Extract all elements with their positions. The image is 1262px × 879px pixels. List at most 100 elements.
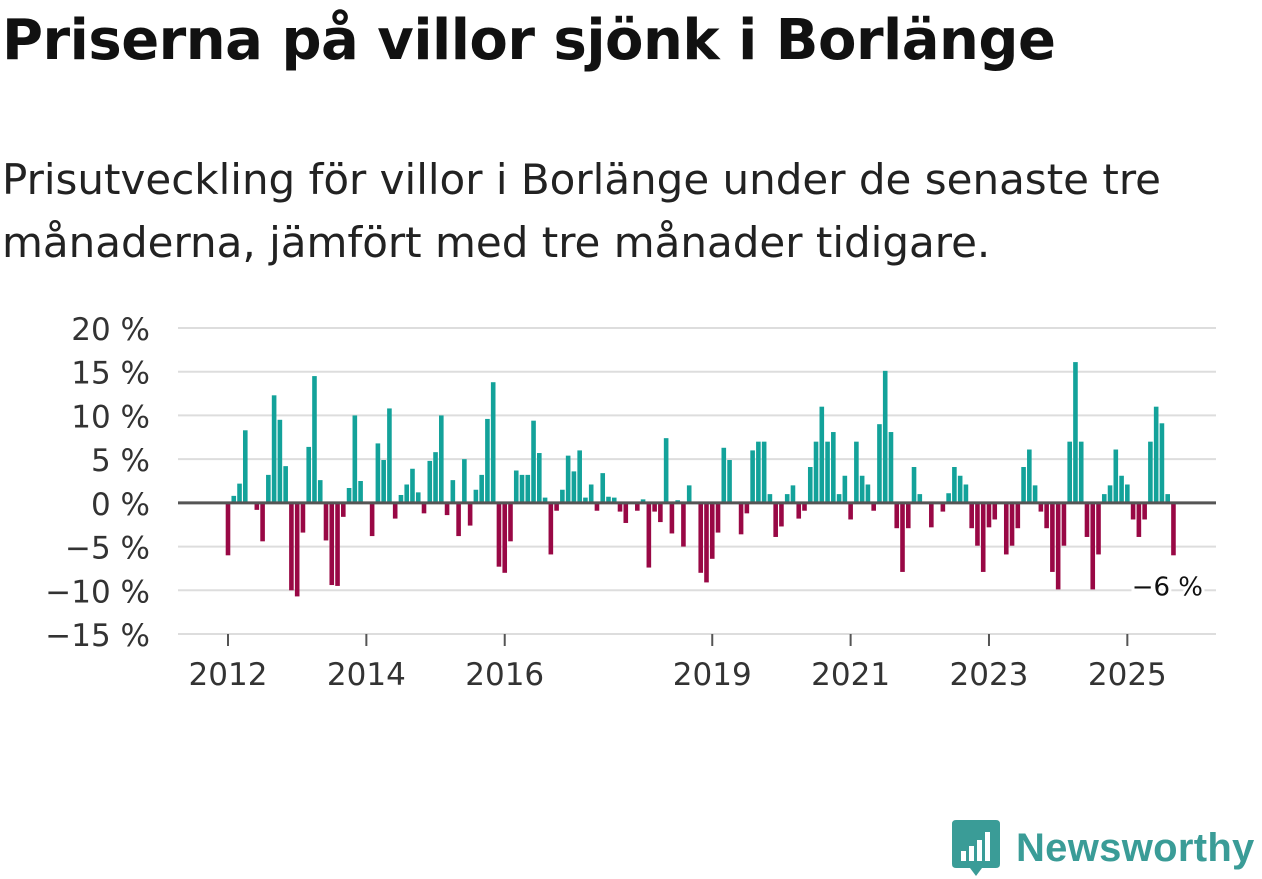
bar [1171,502,1176,556]
bar [1096,502,1101,555]
bar [1067,441,1072,503]
bar [398,494,404,503]
bar [606,496,611,503]
bar [312,376,317,503]
bar [825,441,830,503]
newsworthy-brand[interactable]: Newsworthy [950,818,1255,878]
y-tick-label: −15 % [45,618,150,654]
bar [1032,485,1038,503]
bar [392,502,398,519]
bar [888,432,894,503]
bar [335,502,340,586]
bar [415,492,421,503]
bar [329,502,335,586]
bar [554,502,559,511]
bar [369,502,375,537]
bar [542,497,548,503]
bar [796,502,802,519]
bar [519,474,525,503]
bar [462,459,467,503]
bar [1009,502,1015,546]
bar [300,502,306,533]
bar [871,502,876,511]
bar [842,475,848,503]
bar [669,502,675,534]
bar [594,502,600,511]
bar [969,502,974,529]
bar [986,502,992,528]
bar [652,502,657,512]
y-tick-label: −5 % [65,531,150,567]
bar [946,493,951,503]
bar [900,502,905,572]
bar [358,481,363,503]
bar [635,502,640,511]
bar [756,441,761,503]
bar [1038,502,1044,512]
bar [1055,502,1061,590]
y-tick-label: 5 % [91,443,150,479]
bar [911,467,917,503]
bar [1159,423,1165,503]
bar [957,475,963,503]
bar [317,480,323,503]
bar [277,419,283,503]
bar [761,441,767,503]
bar [588,484,594,503]
bar [940,502,946,512]
x-tick-label: 2016 [465,657,544,693]
bar [1142,502,1147,520]
bar [611,497,617,503]
bar [1148,441,1153,503]
bar [346,487,352,503]
bar [525,474,531,503]
bar [456,502,461,537]
bar [686,485,692,503]
bar [266,474,271,503]
brand-name: Newsworthy [1016,825,1255,870]
bar [807,467,813,503]
bar [421,502,427,514]
bar [444,502,450,516]
bar [341,502,346,517]
bar [802,502,807,511]
bar [1084,502,1090,537]
bar [1153,406,1159,503]
bar [306,446,312,503]
bar [640,499,646,503]
bar [1165,494,1170,503]
bar [779,502,784,527]
bar [473,489,479,503]
bar [231,495,237,503]
x-axis-ticks: 2012 2014 2016 2019 2021 2023 2025 [189,634,1167,693]
bar [663,438,669,503]
bar [715,502,721,533]
bar [1044,502,1049,529]
bar [410,468,415,503]
bars [225,362,1176,597]
bar [882,370,888,503]
y-tick-label: 0 % [91,487,150,523]
bar [560,489,565,503]
bar [323,502,329,541]
bar [1136,502,1142,537]
bar [1061,502,1067,546]
bar [831,432,836,503]
bar [784,494,790,503]
bar [450,480,456,503]
bar [1113,449,1119,503]
bar [854,441,859,503]
x-tick-label: 2012 [189,657,268,693]
bar [698,502,704,573]
bar [963,484,969,503]
grid-lines [178,327,1216,635]
bar [1078,441,1084,503]
bar [381,460,386,503]
bar [254,502,260,510]
bar [992,502,998,520]
bar [404,484,410,503]
y-tick-label: 10 % [71,399,150,435]
bar [658,502,663,523]
bar [617,502,623,512]
bar [704,502,709,583]
